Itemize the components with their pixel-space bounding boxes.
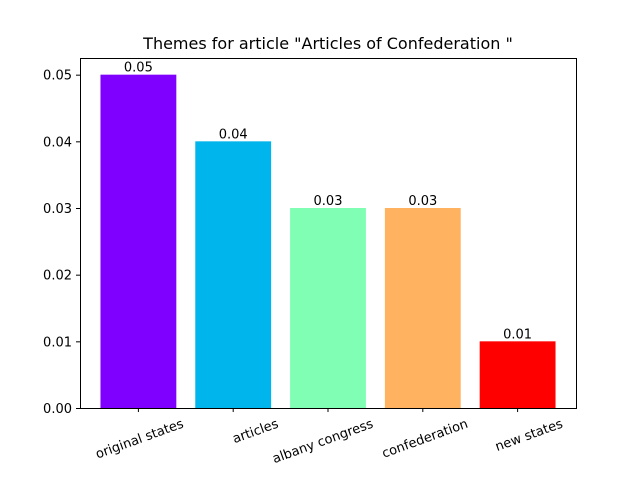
x-tick-label: new states <box>493 417 565 455</box>
y-tick-label: 0.03 <box>43 202 72 217</box>
x-tick-label: original states <box>94 417 186 463</box>
data-label: 0.03 <box>314 194 343 209</box>
data-label: 0.03 <box>408 194 437 209</box>
bar-original-states <box>100 74 177 409</box>
x-tick-label: articles <box>231 417 281 447</box>
bar-confederation <box>384 208 461 408</box>
chart-title: Themes for article "Articles of Confeder… <box>142 34 513 53</box>
y-tick-label: 0.04 <box>43 135 72 150</box>
data-labels-layer: 0.05 0.04 0.03 0.03 0.01 <box>124 61 532 343</box>
data-label: 0.01 <box>503 327 532 342</box>
x-tick-label: confederation <box>380 417 470 462</box>
y-tick-label: 0.05 <box>43 69 72 84</box>
data-label: 0.05 <box>124 61 153 76</box>
data-label: 0.04 <box>219 127 248 142</box>
bar-new-states <box>479 341 556 408</box>
y-axis: 0.00 0.01 0.02 0.03 0.04 0.05 <box>43 69 80 417</box>
y-tick-label: 0.01 <box>43 335 72 350</box>
bar-albany-congress <box>290 208 366 408</box>
y-tick-label: 0.02 <box>43 269 72 284</box>
bars-layer <box>100 74 556 409</box>
bar-articles <box>195 141 272 409</box>
y-tick-label: 0.00 <box>43 402 72 417</box>
x-tick-label: albany congress <box>271 417 376 467</box>
plot-frame <box>80 58 577 409</box>
